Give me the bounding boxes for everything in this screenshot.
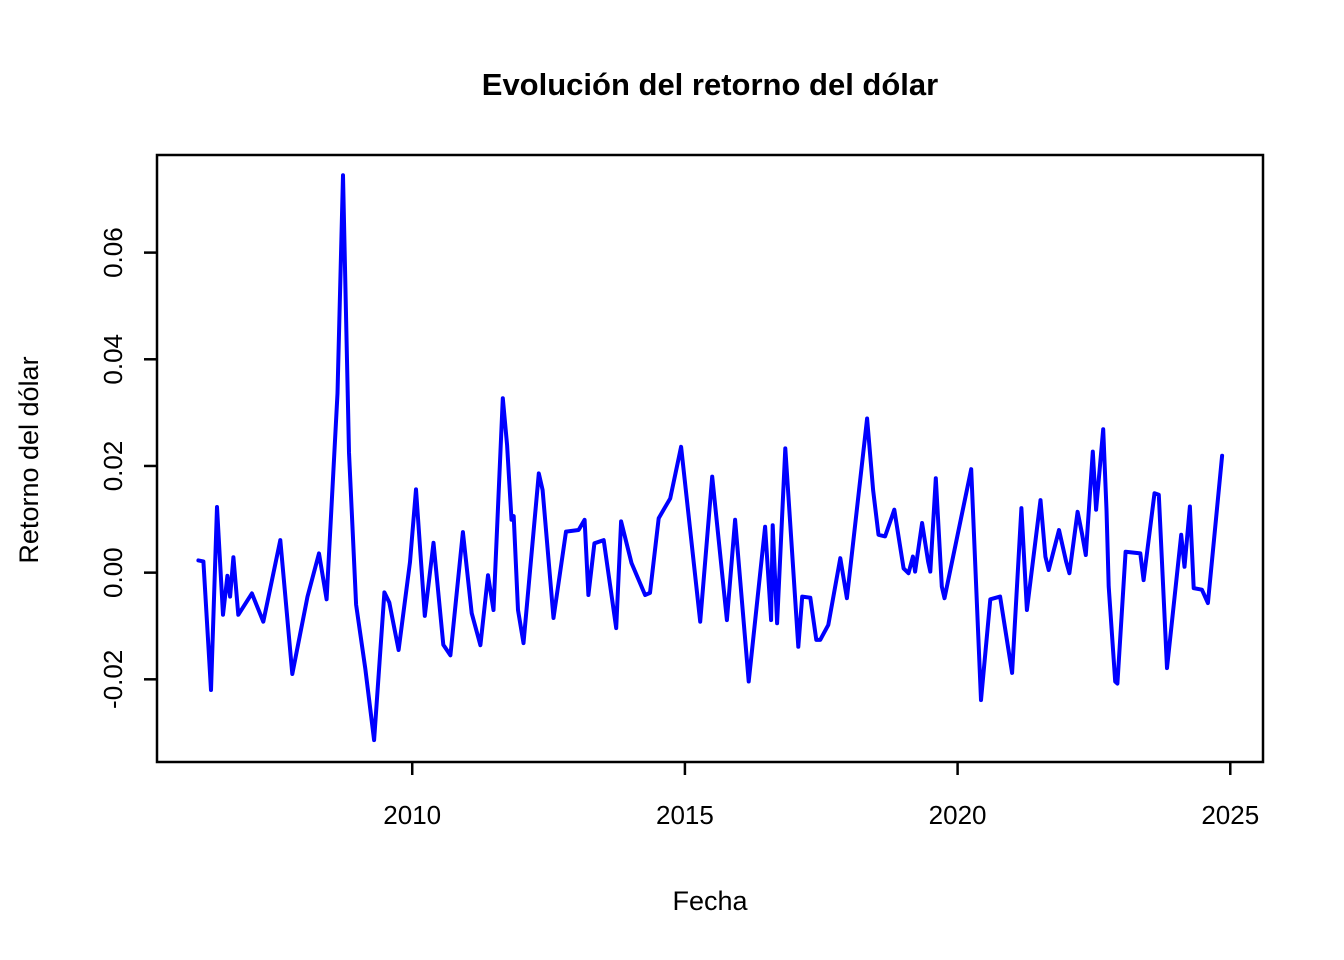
plot-box <box>155 153 1265 764</box>
y-tick-label: 0.00 <box>98 547 128 598</box>
y-tick-label: 0.02 <box>98 441 128 492</box>
y-axis-title: Retorno del dólar <box>14 356 44 563</box>
chart-title: Evolución del retorno del dólar <box>482 67 938 102</box>
x-tick-label: 2025 <box>1201 800 1259 830</box>
x-tick-label: 2010 <box>383 800 441 830</box>
axes: 2010 2015 2020 2025 -0.02 0.00 0.02 0.04 0.06 <box>98 153 1265 830</box>
x-axis-title: Fecha <box>672 886 748 916</box>
retorno-del-dolar-line <box>196 173 1225 743</box>
series <box>196 173 1225 743</box>
y-tick-label: 0.04 <box>98 334 128 385</box>
y-tick-label: -0.02 <box>98 650 128 709</box>
y-tick-label: 0.06 <box>98 227 128 278</box>
x-tick-label: 2020 <box>929 800 987 830</box>
x-tick-label: 2015 <box>656 800 714 830</box>
